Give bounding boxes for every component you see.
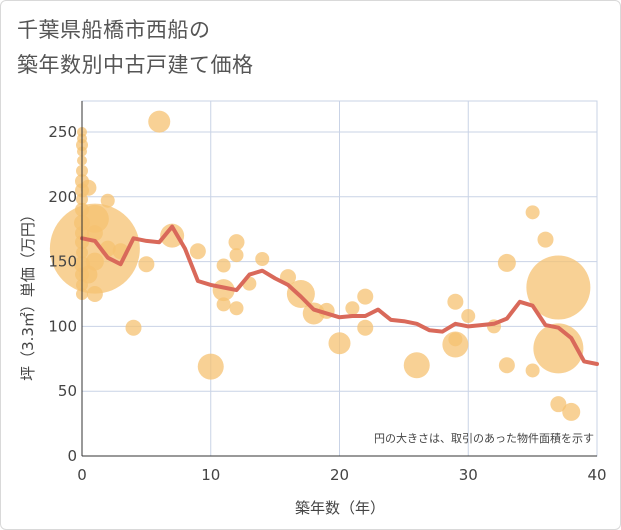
price-bubble	[255, 252, 270, 267]
price-bubble	[550, 396, 567, 413]
price-bubble	[461, 309, 476, 324]
x-tick-label: 0	[77, 466, 87, 484]
bubble-series	[49, 110, 591, 421]
y-tick-labels: 0 50 100 150 200 250	[48, 123, 77, 465]
price-bubble	[216, 258, 231, 273]
x-tick-label: 40	[587, 466, 606, 484]
price-bubble	[197, 353, 224, 380]
price-bubble	[80, 179, 97, 196]
average-price-line	[80, 224, 599, 366]
y-tick-label: 50	[58, 382, 77, 400]
chart-title: 千葉県船橋市西船の 築年数別中古戸建て価格	[17, 13, 254, 83]
price-bubble	[228, 234, 245, 251]
price-bubble	[85, 252, 104, 271]
x-tick-label: 30	[459, 466, 478, 484]
price-bubble	[526, 255, 591, 320]
price-bubble	[216, 297, 231, 312]
price-bubble	[525, 205, 540, 220]
price-bubble	[86, 225, 103, 242]
y-tick-label: 250	[48, 123, 77, 141]
price-bubble	[357, 288, 374, 305]
price-bubble	[160, 223, 185, 248]
price-bubble	[229, 301, 244, 316]
y-tick-label: 100	[48, 317, 77, 335]
title-line-1: 千葉県船橋市西船の	[17, 18, 211, 42]
price-bubble	[49, 203, 140, 294]
x-tick-label: 20	[330, 466, 349, 484]
price-bubble	[345, 301, 360, 316]
y-axis-label: 坪（3.3㎡）単価（万円）	[19, 207, 37, 381]
price-bubble	[138, 256, 155, 273]
price-bubble	[357, 319, 374, 336]
price-bubble	[497, 253, 516, 272]
grid-lines	[81, 100, 598, 457]
price-bubble	[447, 293, 464, 310]
y-tick-label: 150	[48, 253, 77, 271]
price-bubble	[229, 248, 244, 263]
price-bubble	[148, 110, 171, 133]
title-line-2: 築年数別中古戸建て価格	[17, 53, 254, 77]
axes	[81, 101, 597, 457]
price-bubble	[562, 402, 581, 421]
y-tick-label: 0	[67, 447, 77, 465]
price-bubble	[189, 243, 206, 260]
price-bubble	[328, 332, 351, 355]
price-bubble	[448, 332, 463, 347]
bubble-size-note: 円の大きさは、取引のあった物件面積を示す	[374, 431, 594, 445]
price-bubble	[100, 193, 115, 208]
price-bubble	[525, 363, 540, 378]
price-bubble	[498, 357, 515, 374]
price-bubble	[86, 286, 103, 302]
price-bubble	[125, 319, 142, 336]
y-tick-label: 200	[48, 188, 77, 206]
x-axis-label: 築年数（年）	[295, 499, 385, 517]
x-tick-labels: 0 10 20 30 40	[77, 466, 606, 484]
price-bubble	[403, 352, 430, 379]
average-line-series	[80, 224, 599, 366]
x-tick-label: 10	[201, 466, 220, 484]
price-bubble	[537, 231, 554, 248]
